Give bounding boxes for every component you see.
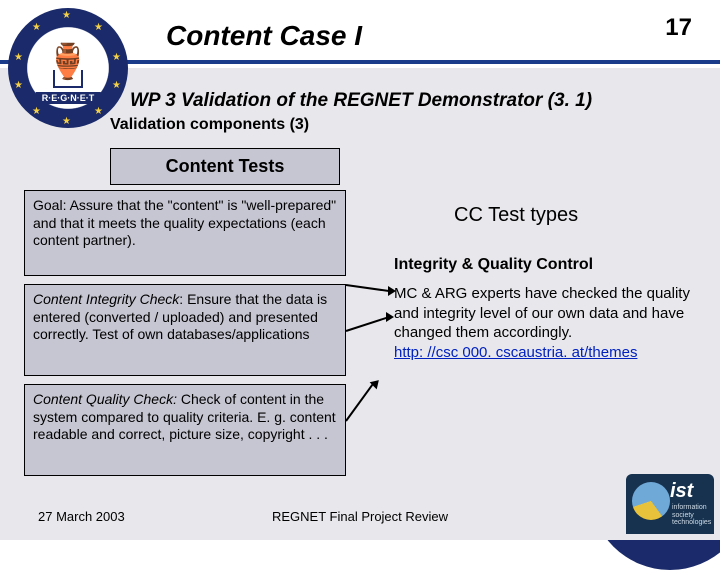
regnet-logo: ★ ★ ★ ★ ★ ★ ★ ★ ★ ★ 🏺 R·E·G·N·E·T xyxy=(8,8,128,128)
star-icon: ★ xyxy=(94,22,103,33)
star-icon: ★ xyxy=(94,106,103,117)
right-body-text: MC & ARG experts have checked the qualit… xyxy=(394,285,690,341)
page-number: 17 xyxy=(665,14,692,42)
integrity-lead: Content Integrity Check xyxy=(33,291,179,307)
star-icon: ★ xyxy=(32,106,41,117)
ist-swirl-icon xyxy=(632,482,670,520)
box-integrity: Content Integrity Check: Ensure that the… xyxy=(24,284,346,376)
subtitle-1: WP 3 Validation of the REGNET Demonstrat… xyxy=(130,90,592,112)
box-header: Content Tests xyxy=(110,148,340,185)
star-icon: ★ xyxy=(112,80,121,91)
star-icon: ★ xyxy=(62,10,71,21)
box-quality: Content Quality Check: Check of content … xyxy=(24,384,346,476)
right-title: CC Test types xyxy=(454,204,578,227)
ist-logo: ist information society technologies xyxy=(626,474,714,534)
cart-icon xyxy=(53,70,83,88)
star-icon: ★ xyxy=(32,22,41,33)
right-body: MC & ARG experts have checked the qualit… xyxy=(394,284,704,362)
star-icon: ★ xyxy=(14,80,23,91)
footer-center: REGNET Final Project Review xyxy=(272,509,448,524)
box-goal: Goal: Assure that the "content" is "well… xyxy=(24,190,346,276)
quality-lead: Content Quality Check: xyxy=(33,391,177,407)
star-icon: ★ xyxy=(112,52,121,63)
ist-sub: information society technologies xyxy=(672,504,714,527)
subtitle-2: Validation components (3) xyxy=(110,116,309,134)
right-subtitle: Integrity & Quality Control xyxy=(394,256,593,274)
slide-title: Content Case I xyxy=(166,20,362,52)
star-icon: ★ xyxy=(62,116,71,127)
footer-date: 27 March 2003 xyxy=(38,509,125,524)
logo-banner: R·E·G·N·E·T xyxy=(36,92,101,104)
themes-link[interactable]: http: //csc 000. cscaustria. at/themes xyxy=(394,344,637,361)
ist-label: ist xyxy=(670,480,693,503)
arrowhead-icon xyxy=(386,312,394,322)
star-icon: ★ xyxy=(14,52,23,63)
slide: ★ ★ ★ ★ ★ ★ ★ ★ ★ ★ 🏺 R·E·G·N·E·T Conten… xyxy=(0,0,720,540)
